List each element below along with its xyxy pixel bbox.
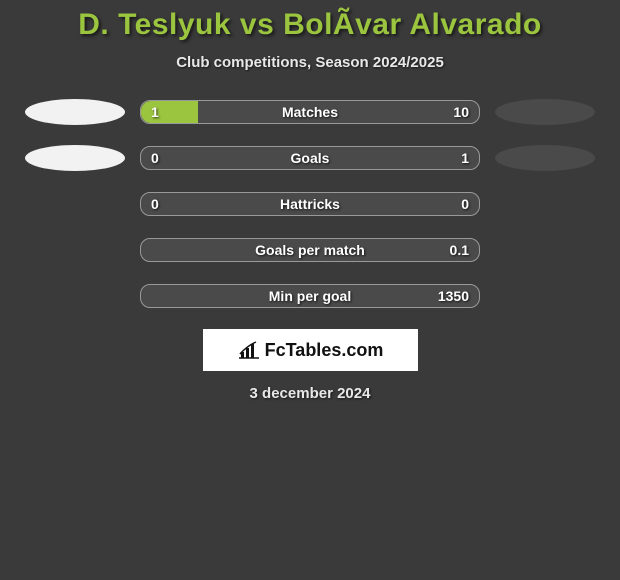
stats-rows: 1Matches100Goals10Hattricks0Goals per ma…	[0, 99, 620, 309]
stat-row: 1 Matches 10	[0, 99, 620, 125]
player-avatar-left	[25, 145, 125, 171]
stat-value-left: 1	[151, 104, 159, 120]
stat-value-right: 0	[461, 196, 469, 212]
player-avatar-left	[25, 99, 125, 125]
stat-value-left: 0	[151, 196, 159, 212]
stat-label: Goals per match	[255, 242, 365, 258]
brand-badge[interactable]: FcTables.com	[203, 329, 418, 371]
avatar-slot-right	[490, 145, 600, 171]
stat-row: Min per goal 1350	[0, 283, 620, 309]
subtitle: Club competitions, Season 2024/2025	[0, 54, 620, 71]
stat-value-right: 1350	[438, 288, 469, 304]
page-title: D. Teslyuk vs BolÃvar Alvarado	[0, 8, 620, 42]
stat-row: 0 Goals 1	[0, 145, 620, 171]
stat-value-right: 1	[461, 150, 469, 166]
player-avatar-right	[495, 99, 595, 125]
avatar-slot-left	[20, 145, 130, 171]
comparison-card: D. Teslyuk vs BolÃvar Alvarado Club comp…	[0, 0, 620, 402]
stat-bar: 0 Hattricks 0	[140, 192, 480, 216]
stat-bar: Goals per match 0.1	[140, 238, 480, 262]
player-avatar-right	[495, 145, 595, 171]
stat-bar: Min per goal 1350	[140, 284, 480, 308]
stat-label: Hattricks	[280, 196, 340, 212]
stat-bar: 0 Goals 1	[140, 146, 480, 170]
stat-value-right: 0.1	[450, 242, 469, 258]
stat-label: Min per goal	[269, 288, 351, 304]
bar-fill-left	[141, 101, 198, 123]
brand-chart-icon	[237, 340, 261, 360]
brand-text: FcTables.com	[265, 340, 384, 361]
avatar-slot-right	[490, 99, 600, 125]
stat-row: Goals per match 0.1	[0, 237, 620, 263]
stat-label: Goals	[291, 150, 330, 166]
avatar-slot-left	[20, 99, 130, 125]
stat-value-left: 0	[151, 150, 159, 166]
date-label: 3 december 2024	[0, 385, 620, 402]
stat-label: Matches	[282, 104, 338, 120]
stat-bar: 1 Matches 10	[140, 100, 480, 124]
stat-row: 0 Hattricks 0	[0, 191, 620, 217]
stat-value-right: 10	[453, 104, 469, 120]
